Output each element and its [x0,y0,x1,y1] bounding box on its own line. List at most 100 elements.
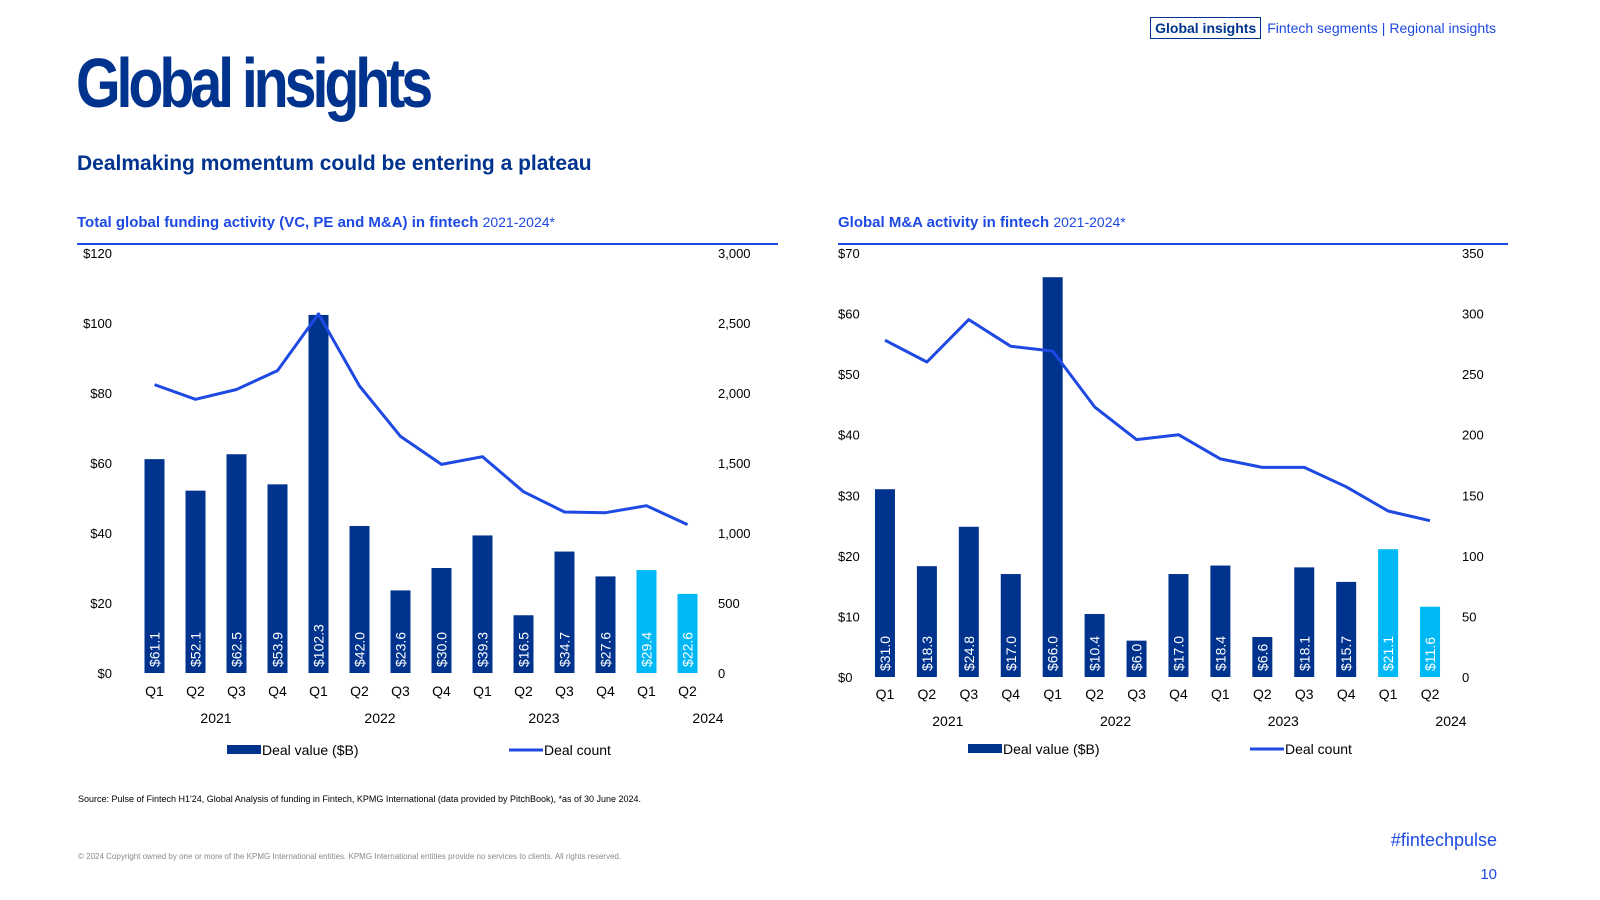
chart2-title-text: Global M&A activity in fintech [838,214,1050,231]
left-axis-tick-label: $0 [838,670,852,685]
bar-value-label: $52.1 [188,632,204,667]
quarter-tick-label: Q1 [637,683,656,699]
quarter-tick-label: Q4 [1337,686,1356,702]
right-axis-tick-label: 1,500 [718,456,751,471]
bar-value-label: $17.0 [1170,636,1186,671]
bar-value-label: $34.7 [557,632,573,667]
deal-value-bar [677,593,698,673]
left-axis-tick-label: $60 [90,456,112,471]
deal-value-bar [431,568,452,673]
quarter-tick-label: Q1 [1211,686,1230,702]
left-axis-tick-label: $40 [838,428,860,443]
page-number: 10 [1480,866,1497,883]
bar-value-label: $61.1 [147,632,163,667]
deal-value-bar [874,489,895,677]
left-axis-tick-label: $100 [83,316,112,331]
deal-value-bar [554,551,575,673]
bar-value-label: $102.3 [311,624,327,667]
chart2-title-range: 2021-2024* [1053,214,1126,230]
year-label: 2022 [1100,713,1131,729]
bar-value-label: $53.9 [270,632,286,667]
left-axis-tick-label: $70 [838,246,860,261]
right-axis-tick-label: 150 [1462,488,1484,503]
deal-value-bar [1168,574,1189,677]
nav-fintech-segments[interactable]: Fintech segments [1267,20,1378,36]
chart1-title-range: 2021-2024* [482,214,555,230]
deal-value-bar [1378,549,1399,677]
left-axis-tick-label: $120 [83,246,112,261]
year-label: 2021 [932,713,963,729]
bar-value-label: $27.6 [598,632,614,667]
ma-chart: $0 $10 $20 $30 $40 $50 $60 $70 0 50 100 150 200 250 30… [838,246,1484,757]
legend-bar-swatch [968,744,1002,753]
deal-value-bar [472,535,493,673]
deal-value-bar [1210,565,1231,677]
quarter-tick-label: Q4 [596,683,615,699]
hashtag-link[interactable]: #fintechpulse [1390,830,1497,850]
deal-value-bar [1420,606,1441,677]
quarter-tick-label: Q2 [1253,686,1272,702]
top-navigation: Global insights Fintech segments | Regio… [1150,17,1496,39]
deal-value-bar [1252,637,1273,677]
quarter-tick-label: Q2 [186,683,205,699]
right-axis-tick-label: 1,000 [718,526,751,541]
chart1-title-rule [77,243,778,245]
bar-value-label: $31.0 [877,636,893,671]
bar-value-label: $62.5 [229,632,245,667]
quarter-tick-label: Q2 [514,683,533,699]
nav-regional-insights[interactable]: Regional insights [1389,20,1496,36]
quarter-tick-label: Q4 [268,683,287,699]
quarter-tick-label: Q4 [1001,686,1020,702]
bar-value-label: $18.4 [1212,636,1228,671]
bar-value-label: $23.6 [393,632,409,667]
quarter-tick-label: Q1 [309,683,328,699]
deal-value-bar [349,526,370,673]
bar-value-label: $29.4 [639,632,655,667]
deal-count-line [884,318,1431,523]
deal-value-bar [513,615,534,673]
page-title: Global insights [76,44,433,122]
quarter-tick-label: Q1 [1379,686,1398,702]
quarter-tick-label: Q2 [1085,686,1104,702]
year-label: 2021 [200,710,231,726]
legend-deal-value-label: Deal value ($B) [262,742,359,758]
quarter-tick-label: Q1 [1043,686,1062,702]
deal-value-bar [390,590,411,673]
chart1-title-text: Total global funding activity (VC, PE an… [77,214,479,231]
right-axis-tick-label: 350 [1462,246,1484,261]
right-axis-tick-label: 500 [718,596,740,611]
source-note: Source: Pulse of Fintech H1'24, Global A… [78,794,642,804]
right-axis-tick-label: 200 [1462,428,1484,443]
bar-value-label: $66.0 [1045,636,1061,671]
year-label: 2024 [692,710,723,726]
left-axis-tick-label: $40 [90,526,112,541]
nav-global-insights[interactable]: Global insights [1150,17,1262,39]
quarter-tick-label: Q2 [1421,686,1440,702]
legend-deal-count-label: Deal count [1285,741,1352,757]
quarter-tick-label: Q4 [1169,686,1188,702]
chart1-title: Total global funding activity (VC, PE an… [77,214,555,231]
deal-value-bar [595,576,616,673]
quarter-tick-label: Q3 [1295,686,1314,702]
left-axis-tick-label: $50 [838,367,860,382]
bar-value-label: $17.0 [1003,636,1019,671]
legend-bar-swatch [227,745,261,754]
bar-value-label: $6.6 [1254,644,1270,671]
left-axis-tick-label: $30 [838,488,860,503]
deal-value-bar [1294,567,1315,677]
bar-value-label: $18.1 [1296,636,1312,671]
quarter-tick-label: Q3 [227,683,246,699]
quarter-tick-label: Q2 [350,683,369,699]
bar-value-label: $22.6 [680,632,696,667]
right-axis-tick-label: 250 [1462,367,1484,382]
page-subtitle: Dealmaking momentum could be entering a … [77,152,592,175]
left-axis-tick-label: $80 [90,386,112,401]
quarter-tick-label: Q1 [473,683,492,699]
right-axis-tick-label: 50 [1462,609,1476,624]
deal-value-bar [916,566,937,677]
year-label: 2023 [528,710,559,726]
right-axis-tick-label: 100 [1462,549,1484,564]
deal-count-line [153,312,689,526]
quarter-tick-label: Q4 [432,683,451,699]
deal-value-bar [267,484,288,673]
